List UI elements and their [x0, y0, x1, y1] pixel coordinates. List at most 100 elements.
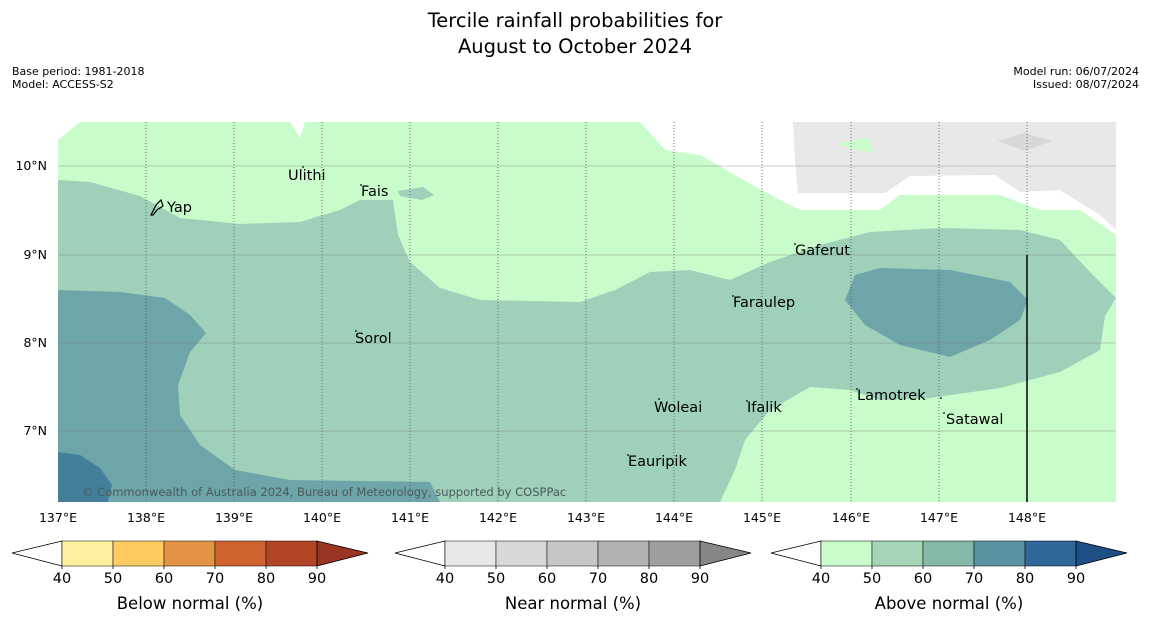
island-marker	[943, 412, 945, 414]
longitude-label: 146°E	[832, 510, 870, 525]
colorbar-label-below: Below normal (%)	[116, 594, 264, 613]
colorbar: 40 50 60 70 80 90	[394, 540, 752, 587]
colorbar-tick-label: 40	[53, 571, 71, 587]
meta-left: Base period: 1981-2018 Model: ACCESS-S2	[12, 65, 144, 91]
colorbar-tick-label: 70	[206, 571, 224, 587]
colorbar: 40 50 60 70 80 90	[11, 540, 369, 587]
colorbar-segment	[546, 540, 599, 567]
colorbar-segment	[648, 540, 701, 567]
title-line1: Tercile rainfall probabilities for	[427, 9, 723, 32]
place-label: Fais	[361, 184, 388, 200]
colorbar-segment	[214, 540, 267, 567]
colorbar-segment	[820, 540, 873, 567]
region-above-70-west	[58, 452, 112, 502]
longitude-label: 145°E	[743, 510, 781, 525]
colorbar-tick-label: 90	[1067, 571, 1085, 587]
longitude-labels: 137°E 138°E 139°E 140°E 141°E 142°E 143°E 144°E…	[39, 510, 1046, 525]
colorbar-tick-label: 50	[863, 571, 881, 587]
colorbar-segment	[444, 540, 497, 567]
island-marker	[627, 454, 629, 456]
title-line2: August to October 2024	[457, 35, 693, 58]
colorbar-label-near: Near normal (%)	[504, 594, 642, 613]
place-label: Gaferut	[795, 243, 850, 259]
island-marker	[746, 400, 748, 402]
colorbar-extend-low	[770, 540, 822, 567]
colorbar-tick-label: 40	[436, 571, 454, 587]
island-marker	[658, 398, 660, 400]
island-marker	[794, 243, 796, 245]
island-marker	[360, 184, 362, 186]
latitude-label: 7°N	[23, 423, 47, 438]
place-label: Yap	[166, 200, 192, 216]
model-text: Model: ACCESS-S2	[12, 78, 114, 91]
longitude-label: 137°E	[39, 510, 77, 525]
colorbars: 40 50 60 70 80 90 40 50 60 70 80 90 40 50 60 70 80 90	[11, 540, 1128, 587]
island-marker	[940, 397, 942, 399]
region-above-50	[58, 180, 1116, 502]
region-above-40-patch	[838, 137, 873, 152]
colorbar-extend-high	[316, 540, 369, 567]
place-label: Ifalik	[747, 400, 782, 416]
latitude-labels: 10°N 9°N 8°N 7°N	[15, 158, 47, 438]
place-label: Faraulep	[733, 295, 795, 311]
colorbar-extend-high	[1075, 540, 1128, 567]
island-marker	[302, 166, 304, 168]
island-marker	[355, 330, 357, 332]
place-label: Eauripik	[628, 454, 687, 470]
longitude-label: 143°E	[567, 510, 605, 525]
colorbar-segment	[973, 540, 1026, 567]
region-near-50-patch	[997, 133, 1052, 151]
base-period-text: Base period: 1981-2018	[12, 65, 145, 78]
colorbar-label-above: Above normal (%)	[874, 594, 1024, 613]
island-marker	[732, 295, 734, 297]
place-label: Woleai	[654, 400, 702, 416]
meta-right: Model run: 06/07/2024 Issued: 08/07/2024	[1013, 65, 1139, 91]
latitude-label: 9°N	[23, 247, 47, 262]
issued-text: Issued: 08/07/2024	[1032, 78, 1139, 91]
colorbar-segment	[922, 540, 975, 567]
longitude-label: 140°E	[303, 510, 341, 525]
longitude-label: 147°E	[920, 510, 958, 525]
place-label: Sorol	[355, 331, 392, 347]
place-labels: Yap Ulithi Fais Gaferut Faraulep Sorol Lamotre…	[166, 166, 1003, 470]
colorbar-segment	[495, 540, 548, 567]
gridlines	[58, 122, 1116, 502]
island-marker	[856, 388, 858, 390]
colorbar-segment	[61, 540, 114, 567]
model-run-text: Model run: 06/07/2024	[1013, 65, 1139, 78]
longitude-label: 138°E	[127, 510, 165, 525]
colorbar-segment	[1024, 540, 1077, 567]
colorbar-segment	[871, 540, 924, 567]
colorbar-extend-high	[699, 540, 752, 567]
place-label: Satawal	[946, 412, 1003, 428]
region-above-60-east	[845, 268, 1028, 357]
colorbar-tick-label: 40	[812, 571, 830, 587]
colorbar-segment	[597, 540, 650, 567]
latitude-label: 10°N	[15, 158, 47, 173]
colorbar-segment	[112, 540, 165, 567]
longitude-label: 142°E	[479, 510, 517, 525]
colorbar: 40 50 60 70 80 90	[770, 540, 1128, 587]
colorbar-tick-label: 60	[914, 571, 932, 587]
colorbar-tick-label: 80	[1016, 571, 1034, 587]
colorbar-segment	[265, 540, 318, 567]
colorbar-tick-label: 60	[155, 571, 173, 587]
colorbar-tick-label: 50	[487, 571, 505, 587]
colorbar-extend-low	[394, 540, 446, 567]
latitude-label: 8°N	[23, 335, 47, 350]
copyright-text: © Commonwealth of Australia 2024, Bureau…	[82, 485, 566, 499]
map-area	[58, 122, 1116, 502]
colorbar-extend-low	[11, 540, 63, 567]
region-above-50-patch	[398, 187, 434, 200]
colorbar-tick-label: 80	[257, 571, 275, 587]
colorbar-tick-label: 60	[538, 571, 556, 587]
longitude-label: 148°E	[1008, 510, 1046, 525]
longitude-label: 139°E	[215, 510, 253, 525]
place-label: Lamotrek	[857, 388, 926, 404]
longitude-label: 144°E	[655, 510, 693, 525]
colorbar-tick-label: 70	[965, 571, 983, 587]
colorbar-tick-label: 50	[104, 571, 122, 587]
colorbar-tick-label: 90	[308, 571, 326, 587]
yap-island-icon	[150, 198, 164, 216]
